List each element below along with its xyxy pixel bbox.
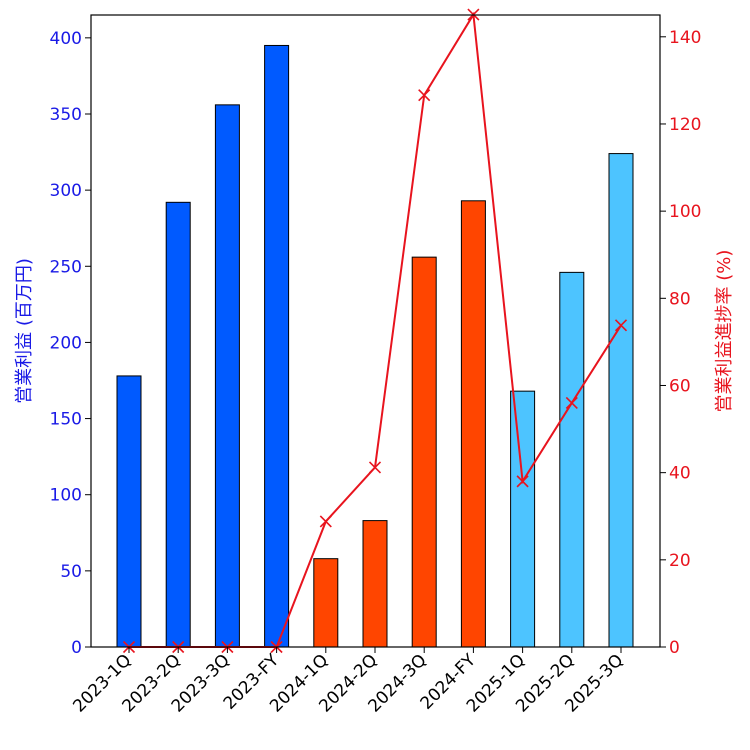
right-tick-label: 0 xyxy=(669,638,680,658)
bar-2024-2Q xyxy=(362,520,388,648)
left-tick-label: 150 xyxy=(50,410,82,430)
progress-marker-2024-2Q xyxy=(368,461,382,474)
bar-2024-1Q xyxy=(313,558,339,648)
bar-2025-2Q xyxy=(559,271,585,648)
right-tick-label: 40 xyxy=(669,464,691,484)
bar-2023-3Q xyxy=(214,104,240,648)
right-tick-label: 80 xyxy=(669,289,691,309)
left-tick-label: 400 xyxy=(50,29,82,49)
left-axis-ticks: 0 50 100 150 200 250 300 350 400 xyxy=(50,29,91,658)
left-tick-label: 100 xyxy=(50,486,82,506)
bar-2024-FY xyxy=(460,200,486,648)
left-tick-label: 300 xyxy=(50,181,82,201)
right-tick-label: 100 xyxy=(669,202,701,222)
progress-marker-2024-3Q xyxy=(418,89,431,102)
x-axis-ticks: 2023-1Q2023-2Q2023-3Q2023-FY2024-1Q2024-… xyxy=(69,647,628,717)
right-tick-label: 20 xyxy=(669,551,691,571)
bar-2024-3Q xyxy=(411,256,437,648)
right-axis-title: 営業利益進捗率 (%) xyxy=(714,250,735,413)
right-tick-label: 120 xyxy=(669,115,701,135)
bars-layer xyxy=(116,44,634,648)
right-axis-ticks: 0 20 40 60 80 100 120 140 xyxy=(660,28,701,658)
bar-2025-3Q xyxy=(608,153,634,648)
left-tick-label: 200 xyxy=(50,333,82,353)
bar-2025-1Q xyxy=(510,390,536,648)
progress-marker-2024-1Q xyxy=(319,515,332,528)
left-tick-label: 50 xyxy=(60,562,82,582)
bar-2023-2Q xyxy=(165,201,191,648)
bar-2023-1Q xyxy=(116,375,142,648)
left-tick-label: 0 xyxy=(71,638,82,658)
progress-marker-2025-1Q xyxy=(516,475,529,488)
right-tick-label: 140 xyxy=(669,28,701,48)
left-tick-label: 250 xyxy=(50,257,82,277)
right-tick-label: 60 xyxy=(669,376,691,396)
left-axis-title: 営業利益 (百万円) xyxy=(14,258,35,404)
progress-marker-2025-2Q xyxy=(565,396,578,409)
progress-marker-2025-3Q xyxy=(614,319,628,332)
left-tick-label: 350 xyxy=(50,105,82,125)
bar-2023-FY xyxy=(264,44,290,648)
